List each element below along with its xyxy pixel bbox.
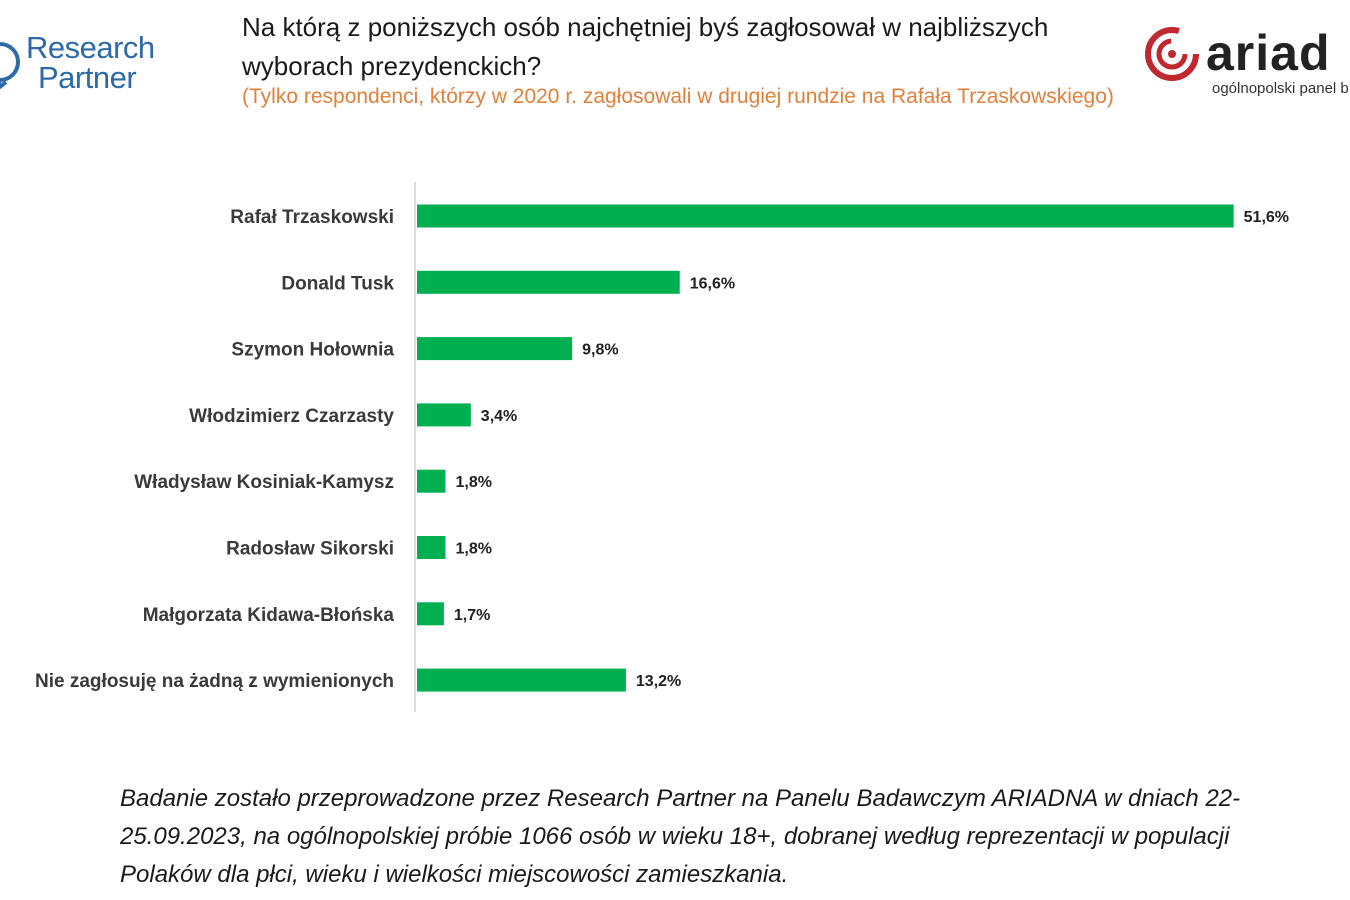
category-label: Rafał Trzaskowski [230,207,394,228]
data-label: 1,7% [454,607,490,624]
chart-subtitle: (Tylko respondenci, którzy w 2020 r. zag… [242,85,1114,108]
category-label: Małgorzata Kidawa-Błońska [143,605,395,626]
ariadna-logo: ariad ogólnopolski panel b [1140,18,1350,103]
category-label: Nie zagłosuję na żadną z wymienionych [35,671,394,692]
category-label: Włodzimierz Czarzasty [189,406,394,427]
speech-bubble-icon [0,42,20,90]
category-label: Radosław Sikorski [226,539,394,560]
data-label: 1,8% [455,541,491,558]
bar [417,204,1234,228]
data-label: 16,6% [690,275,735,292]
category-label: Donald Tusk [281,273,394,294]
bar [417,668,626,692]
research-partner-logo-line2: Partner [38,60,137,95]
ariadna-spiral-icon [1145,27,1199,81]
research-partner-logo: Research Partner [0,28,170,98]
ariadna-logo-word: ariad [1206,25,1331,81]
ariadna-logo-tagline: ogólnopolski panel b [1212,80,1349,97]
data-label: 13,2% [636,673,681,690]
data-label: 51,6% [1244,209,1289,226]
bar [417,536,446,559]
data-label: 3,4% [481,408,517,425]
bar [417,403,471,427]
chart-title: Na którą z poniższych osób najchętniej b… [242,12,1049,81]
data-label: 1,8% [455,474,491,491]
research-partner-logo-line1: Research [26,30,155,65]
bar [417,602,444,626]
data-label: 9,8% [582,342,618,359]
bar [417,469,446,493]
category-label: Władysław Kosiniak-Kamysz [134,472,394,493]
bar [417,337,573,361]
bar [417,270,680,294]
category-label: Szymon Hołownia [231,340,394,361]
bar-chart: Rafał Trzaskowski 51,6% Donald Tusk 16,6% Sz… [35,182,1289,712]
study-footnote: Badanie zostało przeprowadzone przez Res… [120,785,1241,888]
